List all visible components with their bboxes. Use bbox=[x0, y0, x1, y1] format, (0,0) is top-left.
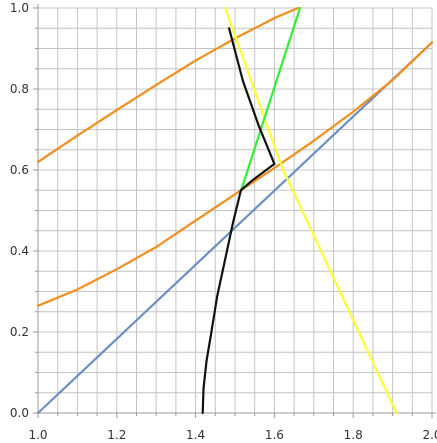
series-line-5 bbox=[239, 6, 302, 193]
y-tick-label: 0.0 bbox=[10, 406, 29, 420]
x-tick-label: 1.0 bbox=[28, 428, 47, 442]
series-lines bbox=[36, 6, 434, 415]
x-tick-label: 1.6 bbox=[265, 428, 284, 442]
x-tick-label: 1.8 bbox=[344, 428, 363, 442]
series-line-1 bbox=[36, 41, 434, 415]
y-tick-label: 0.6 bbox=[10, 163, 29, 177]
series-line-2 bbox=[36, 6, 300, 163]
series-line-4 bbox=[224, 6, 398, 415]
axes bbox=[33, 4, 436, 418]
y-tick-label: 0.2 bbox=[10, 325, 29, 339]
y-tick-labels: 0.0 0.2 0.4 0.6 0.8 1.0 bbox=[10, 1, 29, 420]
series-line-6 bbox=[201, 27, 276, 415]
y-tick-label: 0.4 bbox=[10, 244, 29, 258]
x-tick-labels: 1.0 1.2 1.4 1.6 1.8 2.0 bbox=[28, 428, 437, 442]
y-tick-label: 0.8 bbox=[10, 82, 29, 96]
x-tick-label: 2.0 bbox=[422, 428, 437, 442]
x-tick-label: 1.4 bbox=[186, 428, 205, 442]
grid-lines bbox=[37, 7, 433, 414]
x-tick-label: 1.2 bbox=[107, 428, 126, 442]
series-line-3 bbox=[36, 41, 434, 307]
y-tick-label: 1.0 bbox=[10, 1, 29, 15]
